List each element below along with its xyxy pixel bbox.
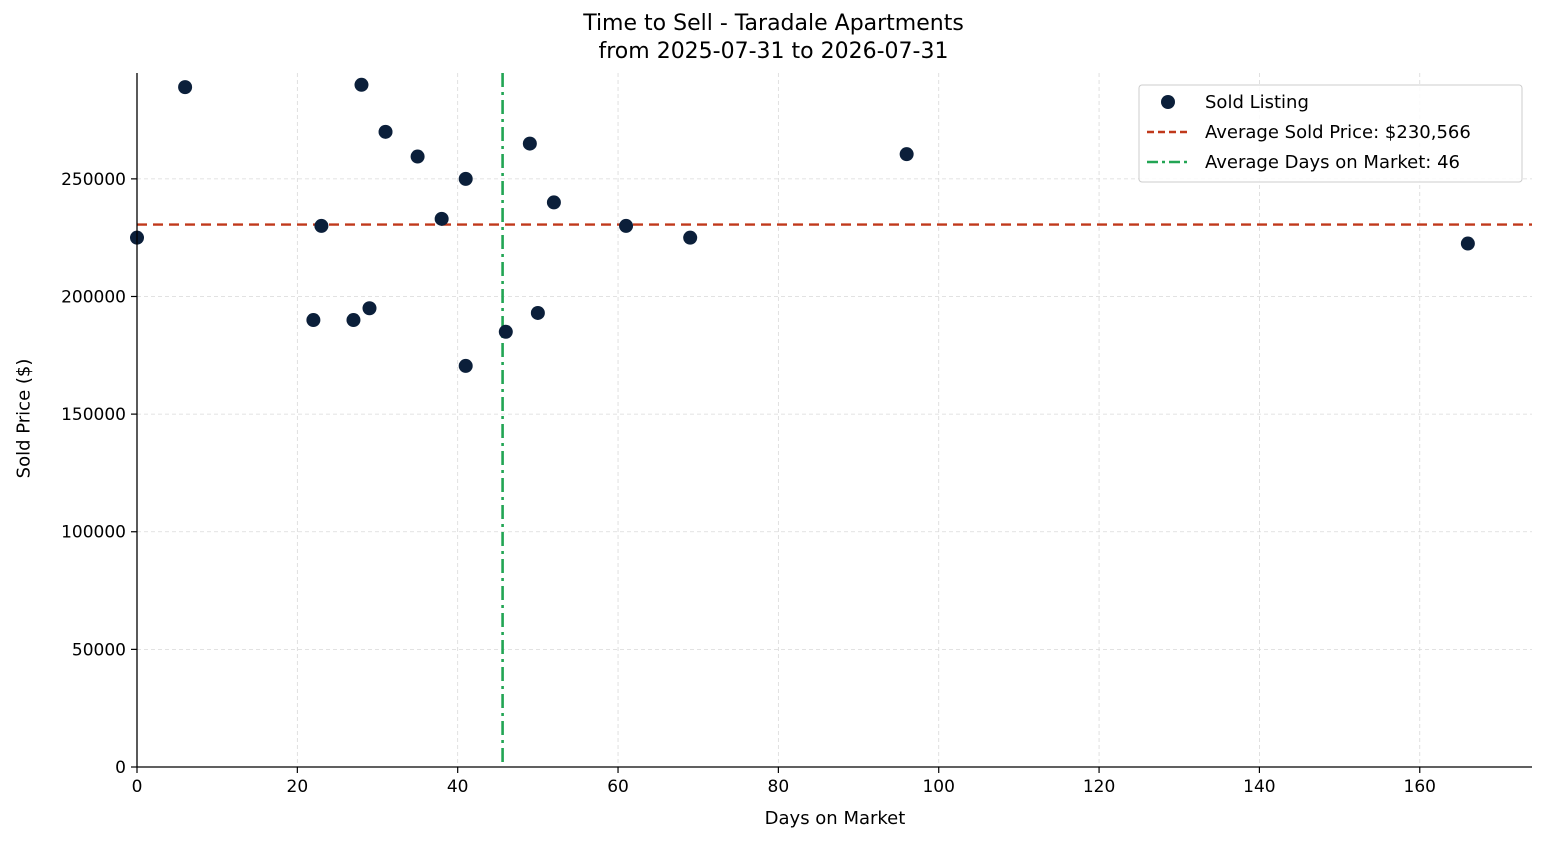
sold-listing-point — [314, 218, 329, 233]
sold-listing-point — [306, 313, 321, 328]
sold-listing-point — [362, 301, 377, 316]
sold-listing-point — [522, 136, 537, 151]
x-tick-label: 140 — [1243, 777, 1275, 797]
sold-listing-point — [1460, 236, 1475, 251]
legend-box — [1138, 84, 1523, 183]
sold-listing-point — [546, 195, 561, 210]
sold-listing-point — [899, 147, 914, 162]
sold-listing-point — [530, 305, 545, 320]
x-tick-label: 40 — [447, 777, 469, 797]
x-tick-label: 120 — [1083, 777, 1115, 797]
x-tick-label: 100 — [922, 777, 954, 797]
sold-listing-point — [498, 324, 513, 339]
sold-listing-point — [683, 230, 698, 245]
y-tick-label: 150000 — [61, 405, 126, 425]
sold-listing-point — [354, 77, 369, 92]
legend-label: Average Sold Price: $230,566 — [1205, 122, 1471, 143]
chart-title: Time to Sell - Taradale Apartments — [583, 11, 964, 36]
sold-listing-point — [378, 124, 393, 139]
y-tick-label: 200000 — [61, 287, 126, 307]
y-tick-label: 0 — [115, 758, 126, 778]
axes: 0 20 40 60 80 100 120 140 160 0 50000 100000 150000 2… — [61, 73, 1532, 797]
sold-listing-point — [619, 218, 634, 233]
y-tick-label: 250000 — [61, 170, 126, 190]
sold-listing-point — [178, 80, 193, 95]
y-tick-label: 100000 — [61, 523, 126, 543]
x-tick-label: 20 — [287, 777, 309, 797]
y-axis-label: Sold Price ($) — [13, 358, 35, 479]
legend-marker-sold-listing — [1161, 95, 1175, 109]
chart-subtitle: from 2025-07-31 to 2026-07-31 — [598, 39, 949, 64]
legend-label: Sold Listing — [1205, 92, 1309, 113]
sold-listing-point — [458, 358, 473, 373]
sold-listing-point — [410, 149, 425, 164]
sold-listing-point — [434, 211, 449, 226]
x-tick-label: 160 — [1404, 777, 1436, 797]
legend-label: Average Days on Market: 46 — [1205, 152, 1460, 173]
y-tick-label: 50000 — [72, 640, 126, 660]
sold-listing-point — [458, 171, 473, 186]
x-tick-label: 0 — [132, 777, 143, 797]
x-tick-label: 60 — [607, 777, 629, 797]
sold-listing-point — [346, 313, 361, 328]
x-axis-label: Days on Market — [764, 808, 906, 829]
x-tick-label: 80 — [768, 777, 790, 797]
reference-lines — [137, 73, 1532, 767]
legend: Sold Listing Average Sold Price: $230,566… — [1138, 84, 1523, 183]
